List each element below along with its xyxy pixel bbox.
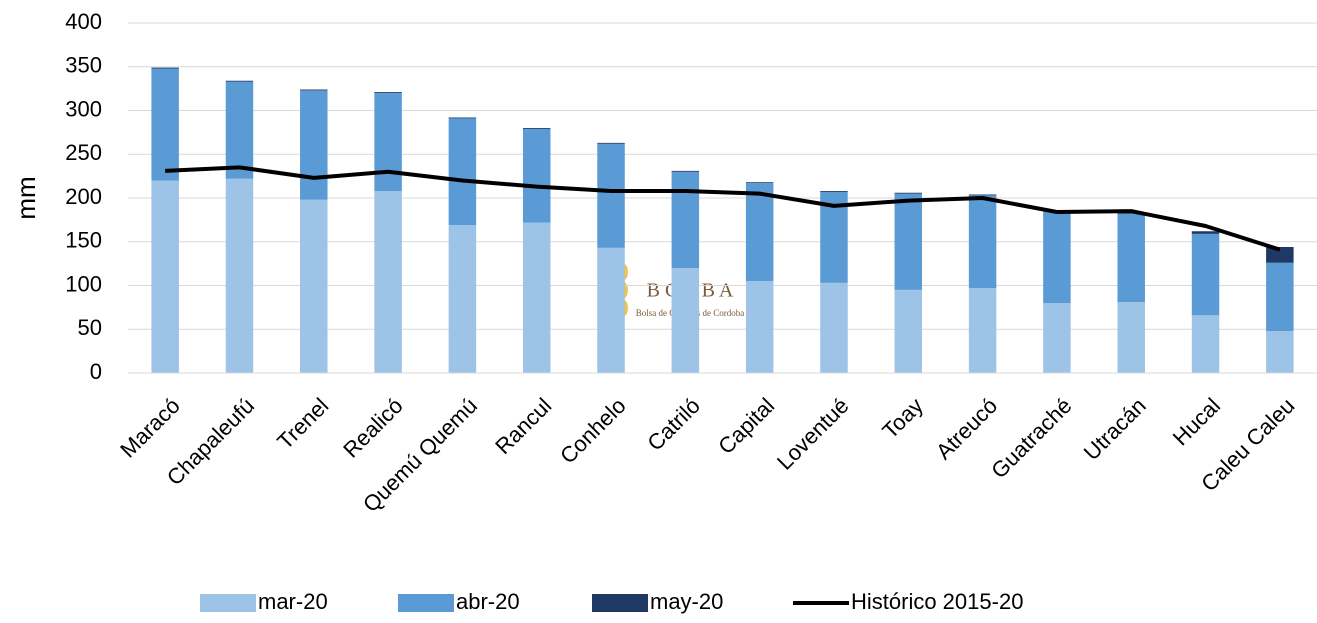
bar-segment — [1117, 213, 1145, 303]
y-tick-label: 200 — [65, 184, 102, 209]
bar-segment — [1117, 302, 1145, 373]
bar-segment — [225, 178, 254, 373]
bar-segment — [448, 118, 477, 226]
bar-segment — [597, 142, 625, 144]
bar-segment — [151, 180, 179, 373]
y-tick-label: 400 — [65, 9, 102, 34]
x-tick-label: Trenel — [272, 393, 333, 454]
x-tick-label: Rancul — [490, 393, 556, 459]
bar-segment — [745, 182, 774, 184]
legend-swatch — [592, 594, 648, 612]
bar-segment — [522, 128, 551, 129]
y-axis-label: mm — [11, 176, 41, 219]
x-tick-label: Atreucó — [931, 393, 1002, 464]
bar-segment — [820, 191, 848, 192]
legend-label: Histórico 2015-20 — [851, 589, 1023, 614]
bar-segment — [894, 289, 923, 373]
x-tick-label: Conhelo — [555, 393, 631, 469]
y-tick-label: 50 — [78, 315, 102, 340]
x-tick-label: Guatraché — [986, 393, 1076, 483]
bar-segment — [151, 67, 179, 69]
y-tick-label: 100 — [65, 271, 102, 296]
bar-segment — [300, 199, 328, 373]
bar-segment — [1266, 262, 1294, 331]
bar-segment — [820, 282, 848, 373]
y-tick-label: 350 — [65, 53, 102, 78]
y-tick-label: 300 — [65, 96, 102, 121]
x-tick-label: Realicó — [338, 393, 408, 463]
bar-segment — [1043, 303, 1071, 373]
x-tick-label: Utracán — [1079, 393, 1151, 465]
bar-segment — [597, 247, 625, 373]
bar-segment — [968, 195, 997, 289]
bar-segment — [522, 222, 551, 373]
bar-segment — [225, 80, 254, 82]
bar-segment — [745, 183, 774, 282]
bar-segment — [1117, 212, 1145, 214]
bar-segment — [968, 288, 997, 373]
line-series — [165, 165, 1281, 252]
x-tick-label: Toay — [877, 393, 928, 444]
legend-swatch — [200, 594, 256, 612]
x-tick-label: Hucal — [1168, 393, 1225, 450]
bar-segment — [1043, 211, 1071, 303]
bar-segment — [671, 268, 700, 373]
legend-swatch — [398, 594, 454, 612]
x-tick-label: Catriló — [642, 393, 705, 456]
bar-segment — [671, 170, 700, 172]
bar-segment — [448, 225, 477, 373]
bar-segment — [374, 93, 402, 191]
bar-segment — [1191, 233, 1220, 316]
legend-label: may-20 — [650, 589, 723, 614]
bar-segment — [300, 90, 328, 200]
bar-segment — [671, 171, 700, 268]
bar-segment — [894, 192, 923, 194]
bar-segment — [1266, 331, 1294, 373]
bar-segment — [597, 143, 625, 248]
bar-segment — [300, 89, 328, 91]
bar-segment — [522, 128, 551, 223]
bar-segment — [374, 191, 402, 373]
bar-segment — [225, 81, 254, 179]
legend-label: abr-20 — [456, 589, 520, 614]
bar-segment — [448, 117, 477, 119]
legend-label: mar-20 — [258, 589, 328, 614]
y-tick-label: 250 — [65, 140, 102, 165]
bar-segment — [374, 92, 402, 93]
y-tick-label: 0 — [90, 359, 102, 384]
bar-segment — [894, 193, 923, 290]
bar-segment — [1266, 247, 1294, 263]
bar-segment — [968, 194, 997, 196]
y-tick-label: 150 — [65, 228, 102, 253]
x-tick-label: Capital — [713, 393, 779, 459]
bar-segment — [1191, 315, 1220, 373]
bar-segment — [745, 281, 774, 373]
bar-segment — [1191, 231, 1220, 234]
bar-segment — [151, 68, 179, 181]
x-tick-label: Loventué — [772, 393, 854, 475]
x-tick-label: Maracó — [115, 393, 185, 463]
